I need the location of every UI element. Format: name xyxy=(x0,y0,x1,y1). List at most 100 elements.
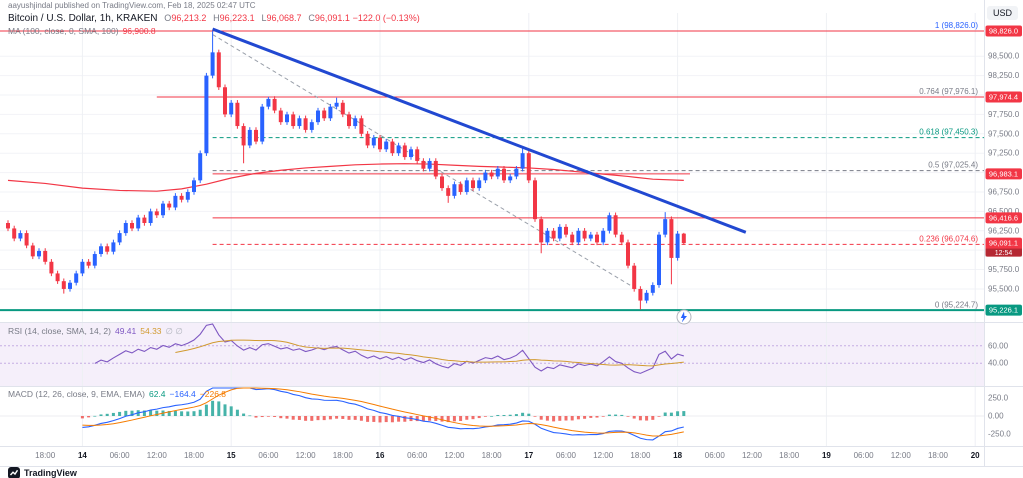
svg-text:96,983.1: 96,983.1 xyxy=(989,169,1018,178)
svg-text:18:00: 18:00 xyxy=(482,451,503,460)
low-label: L xyxy=(261,13,267,23)
svg-text:06:00: 06:00 xyxy=(407,451,428,460)
ma-legend[interactable]: MA (100, close, 0, SMA, 100) 96,900.8 xyxy=(8,26,156,36)
svg-text:18:00: 18:00 xyxy=(779,451,800,460)
candles-layer[interactable] xyxy=(6,30,686,310)
svg-text:95,500.0: 95,500.0 xyxy=(988,284,1020,293)
svg-text:12:00: 12:00 xyxy=(147,451,168,460)
svg-text:15: 15 xyxy=(227,451,236,460)
svg-text:98,826.0: 98,826.0 xyxy=(989,26,1018,35)
svg-text:18:00: 18:00 xyxy=(630,451,651,460)
svg-text:97,974.4: 97,974.4 xyxy=(989,93,1018,102)
svg-text:12:00: 12:00 xyxy=(593,451,614,460)
ma-value: 96,900.8 xyxy=(122,26,156,36)
pane-backgrounds xyxy=(0,323,984,386)
svg-text:96,416.6: 96,416.6 xyxy=(989,213,1018,222)
svg-text:12:00: 12:00 xyxy=(742,451,763,460)
tradingview-logo-icon[interactable] xyxy=(8,466,20,478)
rsi-pane[interactable] xyxy=(0,323,984,374)
descending-trendline-blue xyxy=(212,27,747,234)
svg-text:06:00: 06:00 xyxy=(110,451,131,460)
svg-text:0.618 (97,450.3): 0.618 (97,450.3) xyxy=(919,128,978,137)
svg-text:0.764 (97,976.1): 0.764 (97,976.1) xyxy=(919,87,978,96)
svg-text:18:00: 18:00 xyxy=(184,451,205,460)
price-chart-canvas[interactable]: 1 (98,826.0) 0.764 (97,976.1) 0.618 (97,45… xyxy=(0,0,1023,466)
svg-text:250.0: 250.0 xyxy=(988,394,1009,403)
rsi-line xyxy=(94,323,684,374)
footer-bar: TradingView xyxy=(0,466,1023,478)
rsi-value: 49.41 xyxy=(114,326,137,336)
svg-text:20: 20 xyxy=(971,451,980,460)
macd-line-value: −164.4 xyxy=(169,389,196,399)
price-badges: 98,826.0 97,974.4 96,983.1 96,416.6 96,091.1… xyxy=(985,25,1022,316)
macd-hist-value: 62.4 xyxy=(148,389,166,399)
svg-text:12:00: 12:00 xyxy=(296,451,317,460)
svg-text:18:00: 18:00 xyxy=(333,451,354,460)
ma-100-line xyxy=(7,163,684,192)
svg-text:96,091.1: 96,091.1 xyxy=(989,239,1018,248)
rsi-legend[interactable]: RSI (14, close, SMA, 14, 2) 49.41 54.33 ∅ ∅ xyxy=(8,326,183,337)
fib-labels: 1 (98,826.0) 0.764 (97,976.1) 0.618 (97,45… xyxy=(919,21,978,309)
svg-text:12:00: 12:00 xyxy=(891,451,912,460)
svg-text:-250.0: -250.0 xyxy=(988,430,1011,439)
svg-text:17: 17 xyxy=(524,451,533,460)
svg-text:19: 19 xyxy=(822,451,831,460)
svg-text:60.00: 60.00 xyxy=(988,341,1009,350)
ma-label: MA (100, close, 0, SMA, 100) xyxy=(8,26,119,36)
main-pane[interactable] xyxy=(6,27,747,310)
svg-text:14: 14 xyxy=(78,451,87,460)
svg-text:0.5 (97,025.4): 0.5 (97,025.4) xyxy=(928,161,978,170)
svg-text:97,750.0: 97,750.0 xyxy=(988,110,1020,119)
symbol-legend[interactable]: Bitcoin / U.S. Dollar, 1h, KRAKEN O96,21… xyxy=(8,13,420,24)
svg-text:95,226.1: 95,226.1 xyxy=(989,306,1018,315)
rsi-extra-values: ∅ ∅ xyxy=(165,326,183,336)
svg-text:1 (98,826.0): 1 (98,826.0) xyxy=(935,21,978,30)
change-value: −122.0 (−0.13%) xyxy=(352,13,420,23)
svg-text:18:00: 18:00 xyxy=(35,451,56,460)
high-label: H xyxy=(213,13,220,23)
svg-text:97,500.0: 97,500.0 xyxy=(988,129,1020,138)
rsi-label: RSI (14, close, SMA, 14, 2) xyxy=(8,326,111,336)
svg-text:06:00: 06:00 xyxy=(705,451,726,460)
svg-text:16: 16 xyxy=(376,451,385,460)
close-value: 96,091.1 xyxy=(314,13,350,23)
symbol-title[interactable]: Bitcoin / U.S. Dollar, 1h, KRAKEN xyxy=(8,13,158,24)
tradingview-brand[interactable]: TradingView xyxy=(24,467,77,478)
svg-text:98,250.0: 98,250.0 xyxy=(988,71,1020,80)
svg-text:40.00: 40.00 xyxy=(988,359,1009,368)
svg-text:97,250.0: 97,250.0 xyxy=(988,149,1020,158)
macd-line xyxy=(82,387,684,441)
currency-chip[interactable]: USD xyxy=(986,6,1018,20)
price-lines xyxy=(0,30,984,312)
event-marker-icon[interactable] xyxy=(676,309,692,325)
attribution-bar: aayushjindal published on TradingView.co… xyxy=(8,1,256,10)
svg-text:06:00: 06:00 xyxy=(556,451,577,460)
svg-text:0.236 (96,074.6): 0.236 (96,074.6) xyxy=(919,234,978,243)
svg-text:95,750.0: 95,750.0 xyxy=(988,265,1020,274)
macd-label: MACD (12, 26, close, 9, EMA, EMA) xyxy=(8,389,145,399)
pane-separators xyxy=(0,0,1023,466)
time-axis[interactable]: 18:00 14 06:00 12:00 18:00 15 06:00 12:00 18:00 1… xyxy=(35,451,980,460)
open-value: 96,213.2 xyxy=(171,13,207,23)
macd-pane[interactable] xyxy=(0,387,984,441)
macd-legend[interactable]: MACD (12, 26, close, 9, EMA, EMA) 62.4 −16… xyxy=(8,389,226,399)
macd-signal-value: −226.8 xyxy=(199,389,227,399)
open-label: O xyxy=(164,13,172,23)
svg-text:18:00: 18:00 xyxy=(928,451,949,460)
svg-text:06:00: 06:00 xyxy=(854,451,875,460)
svg-text:06:00: 06:00 xyxy=(258,451,279,460)
rsi-ma-value: 54.33 xyxy=(140,326,162,336)
svg-text:0 (95,224.7): 0 (95,224.7) xyxy=(935,300,978,309)
high-value: 96,223.1 xyxy=(219,13,255,23)
svg-text:96,750.0: 96,750.0 xyxy=(988,187,1020,196)
macd-signal-line xyxy=(82,387,684,437)
low-value: 96,068.7 xyxy=(266,13,302,23)
svg-text:98,500.0: 98,500.0 xyxy=(988,52,1020,61)
close-label: C xyxy=(308,13,315,23)
rsi-ma-line xyxy=(175,339,684,367)
svg-text:18: 18 xyxy=(673,451,682,460)
svg-text:12:54: 12:54 xyxy=(995,250,1013,257)
svg-text:96,500.0: 96,500.0 xyxy=(988,207,1020,216)
svg-text:96,250.0: 96,250.0 xyxy=(988,226,1020,235)
